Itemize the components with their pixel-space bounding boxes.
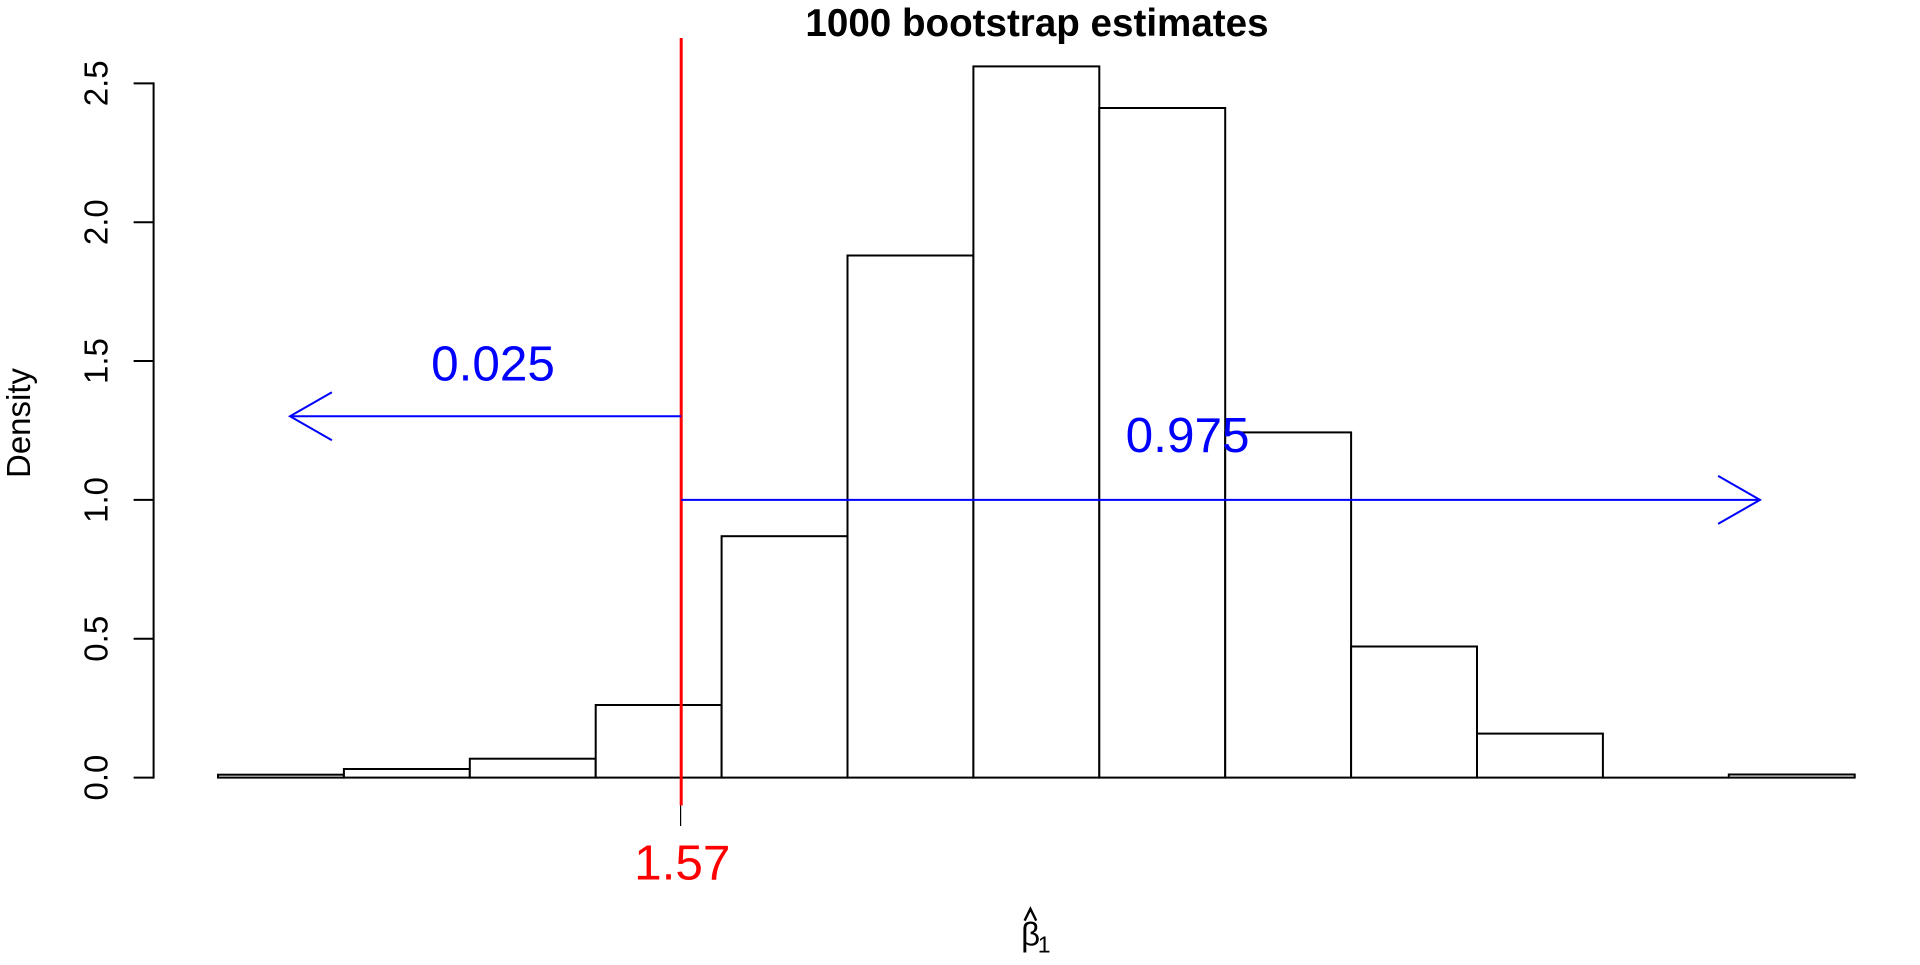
svg-text:0.975: 0.975 [1126,408,1250,463]
svg-text:1.0: 1.0 [78,477,115,523]
svg-text:0.5: 0.5 [78,616,115,662]
svg-text:0.0: 0.0 [78,755,115,801]
svg-text:1.5: 1.5 [78,338,115,384]
svg-text:1.57: 1.57 [634,836,730,891]
svg-text:1: 1 [1038,932,1051,958]
svg-text:β: β [1021,916,1040,953]
svg-text:0.025: 0.025 [431,336,555,391]
svg-text:Density: Density [0,367,37,478]
svg-text:2.0: 2.0 [78,199,115,245]
svg-text:1000 bootstrap estimates: 1000 bootstrap estimates [805,2,1268,45]
svg-text:2.5: 2.5 [78,60,115,106]
